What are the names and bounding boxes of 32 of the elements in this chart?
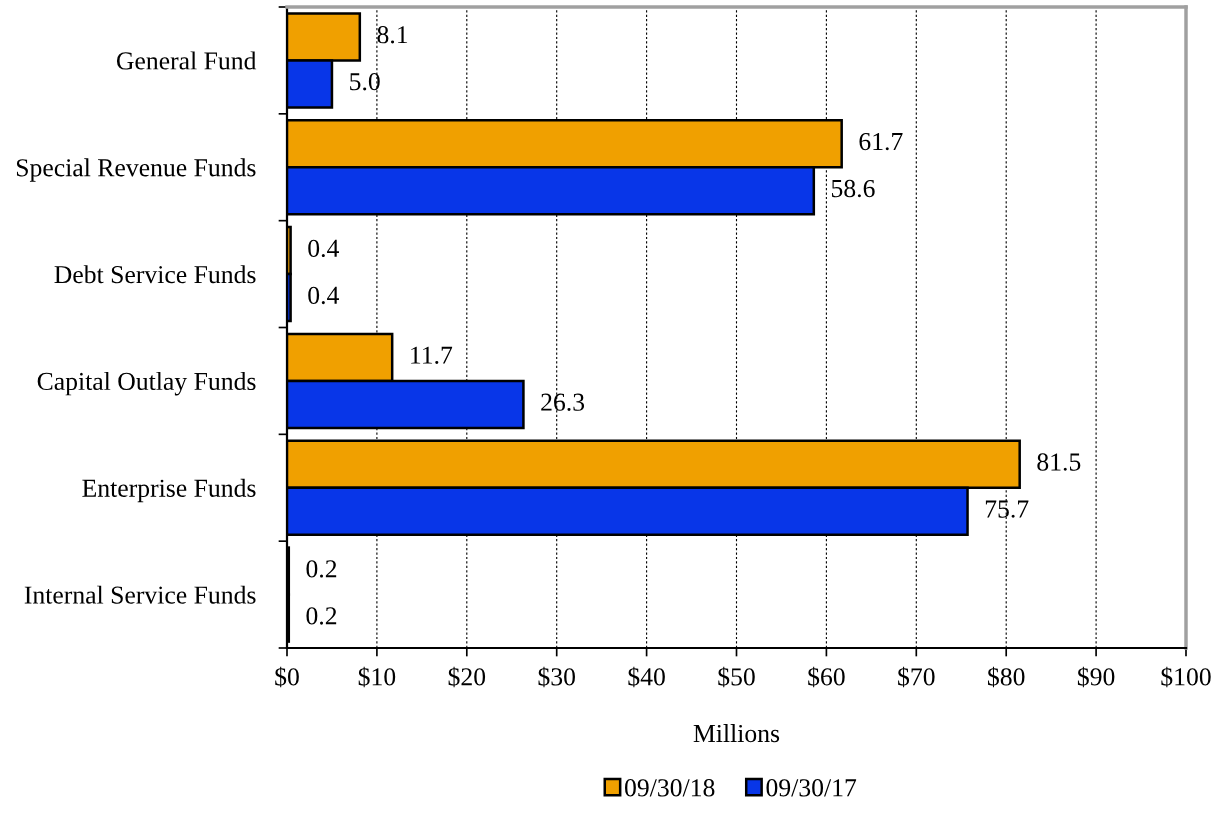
x-tick-label: $40 [628,666,665,688]
x-tick-label: $10 [358,666,396,688]
data-label: 8.1 [377,26,408,44]
x-tick-label: $20 [448,666,486,688]
data-label: 5.0 [350,73,380,91]
x-axis-title: Millions [693,724,780,743]
data-label: 58.6 [831,179,875,198]
data-label: 75.7 [985,500,1029,518]
x-tick-label: $70 [898,666,935,688]
y-tick-label: Debt Service Funds [54,265,256,284]
data-label: 0.4 [308,286,339,305]
y-tick-label: Capital Outlay Funds [37,372,256,396]
data-label: 26.3 [541,393,585,411]
y-tick-label: Internal Service Funds [24,585,256,604]
x-tick-label: $80 [988,666,1025,688]
data-label: 11.7 [411,346,453,364]
data-label: 0.4 [308,239,339,258]
data-label: 81.5 [1037,453,1081,471]
legend-label: 09/30/17 [766,779,857,797]
y-tick-label: Enterprise Funds [82,478,256,503]
data-label: 0.2 [306,560,337,578]
x-tick-label: $0 [275,666,299,688]
x-tick-label: $60 [808,666,845,688]
y-tick-label: Special Revenue Funds [16,158,256,182]
x-tick-label: $50 [718,666,755,688]
legend-label: 09/30/18 [625,779,715,797]
data-label: 0.2 [306,607,337,625]
x-tick-label: $30 [538,666,575,688]
y-tick-label: General Fund [116,51,257,70]
x-tick-label: $90 [1077,666,1115,688]
x-tick-label: $100 [1161,666,1211,688]
data-label: 61.7 [859,132,903,151]
